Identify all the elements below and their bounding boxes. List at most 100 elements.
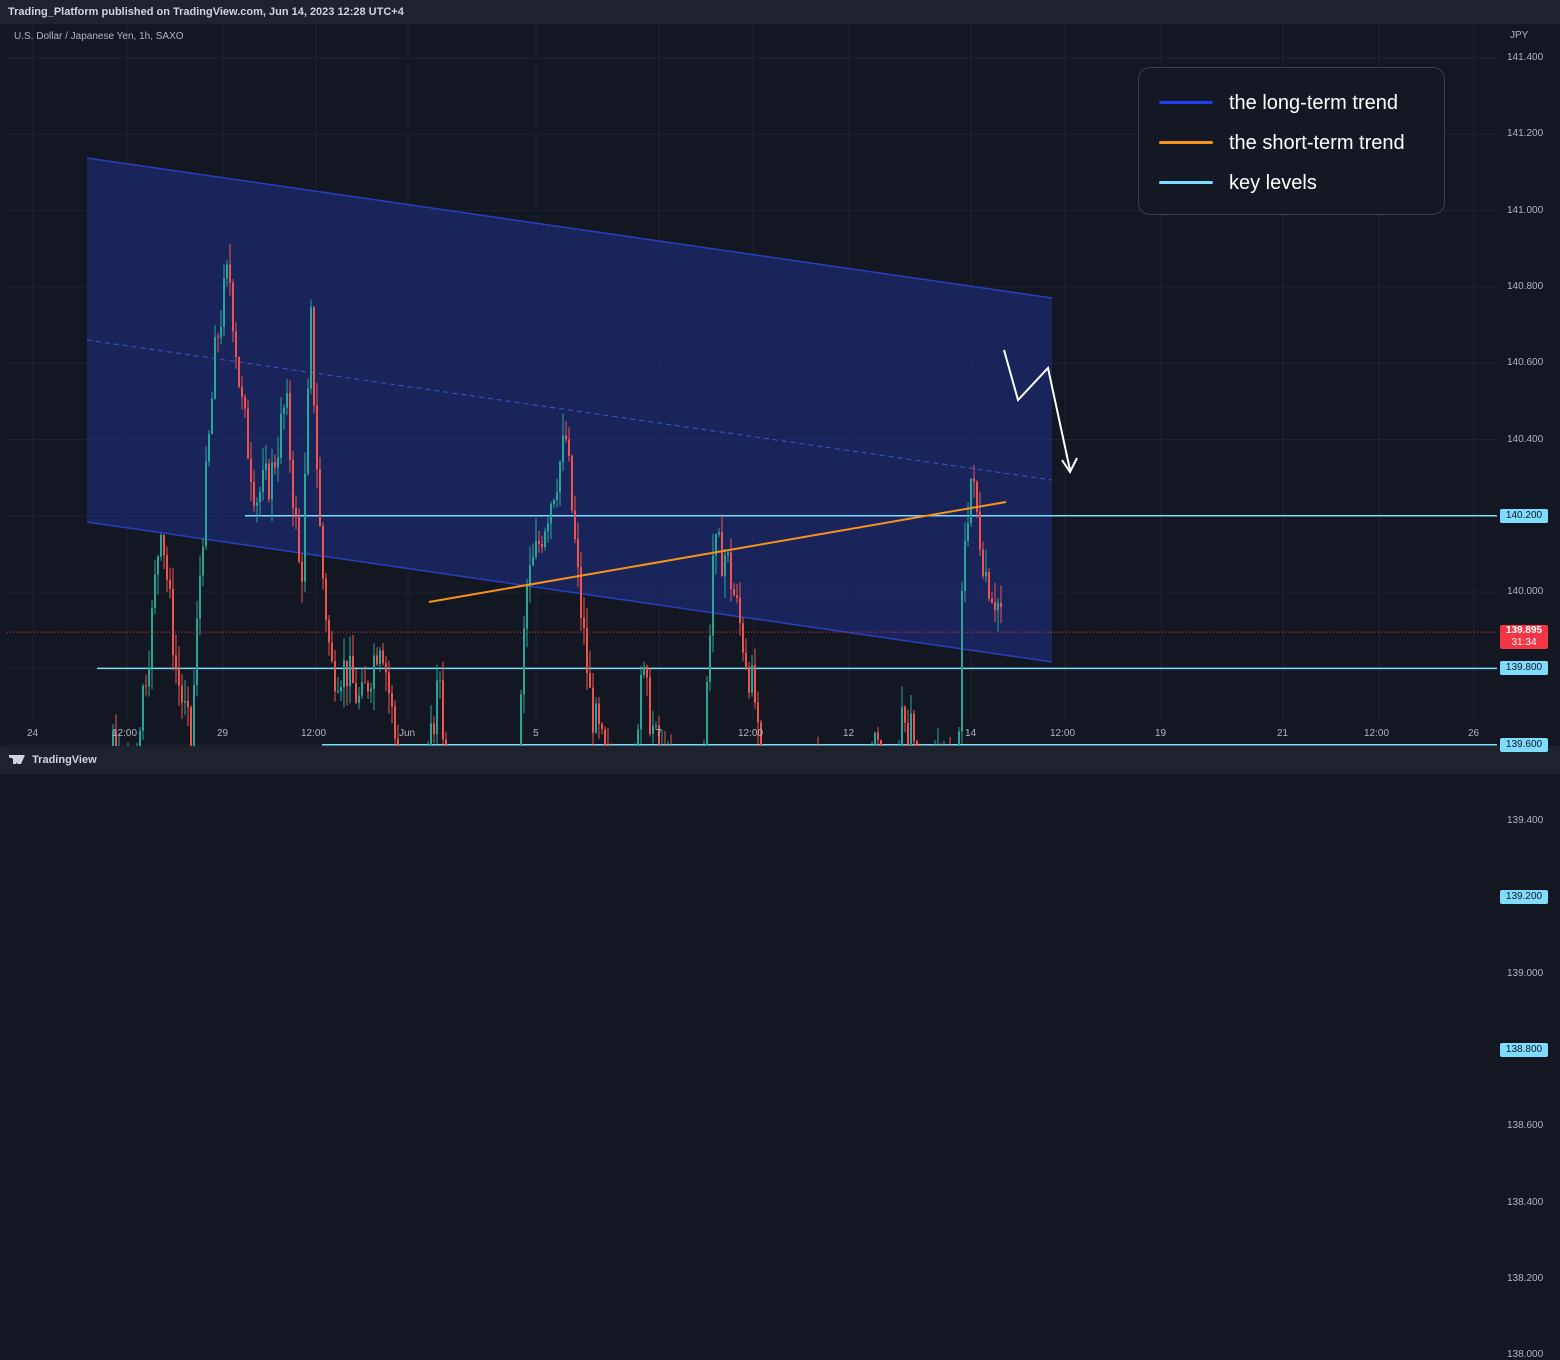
candle-body [190, 707, 192, 748]
channel-lower-line [86, 521, 1053, 663]
candle-body [439, 679, 441, 681]
candle-body [358, 695, 360, 703]
candle-body [352, 655, 354, 683]
key-levels-swatch [1159, 181, 1213, 184]
time-tick: 7 [656, 728, 662, 739]
candle-body [541, 543, 543, 548]
candle-body [604, 729, 606, 747]
candle-body [583, 617, 585, 629]
candle-body [385, 663, 387, 673]
candle-body [301, 561, 303, 582]
candle-body [277, 457, 279, 468]
candle-body [157, 556, 159, 575]
candle-body [967, 523, 969, 541]
publish-header: Trading_Platform published on TradingVie… [0, 0, 1560, 24]
candle-body [574, 510, 576, 539]
key-level-price-label: 139.200 [1500, 890, 1548, 905]
candle-body [589, 673, 591, 688]
time-tick: 24 [27, 728, 39, 739]
candle-body [283, 407, 285, 414]
price-tick: 141.400 [1507, 52, 1544, 63]
candle-body [235, 331, 237, 358]
candle-body [736, 595, 738, 598]
candle-body [154, 574, 156, 608]
candle-body [172, 588, 174, 656]
candle-body [223, 278, 225, 328]
candle-body [319, 469, 321, 526]
candle-body [877, 732, 879, 740]
candle-body [901, 706, 903, 754]
short-term-swatch [1159, 141, 1213, 144]
candle-body [748, 666, 750, 693]
footer-bar: TradingView [0, 746, 1560, 774]
time-tick: 12:00 [112, 728, 138, 739]
candle-body [655, 725, 657, 727]
candle-body [997, 602, 999, 611]
candle-body [985, 571, 987, 576]
candle-body [343, 660, 345, 688]
candle-body [310, 307, 312, 389]
candle-body [265, 463, 267, 471]
candle-body [592, 687, 594, 733]
publish-text: Trading_Platform published on TradingVie… [8, 6, 404, 18]
tradingview-logo[interactable]: TradingView [9, 754, 97, 766]
candle-body [1000, 602, 1002, 608]
candle-body [706, 681, 708, 759]
candle-body [364, 682, 366, 684]
candle-body [715, 534, 717, 556]
legend-label: the short-term trend [1229, 132, 1405, 154]
time-tick: 19 [1155, 728, 1167, 739]
price-tick: 139.400 [1507, 815, 1544, 826]
candle-body [316, 405, 318, 470]
time-tick: 21 [1277, 728, 1289, 739]
candle-body [976, 481, 978, 512]
candle-body [379, 650, 381, 665]
current-price-label: 139.895 31:34 [1500, 625, 1548, 650]
candle-body [355, 682, 357, 703]
candle-body [973, 478, 975, 482]
price-tick: 139.000 [1507, 967, 1544, 979]
candle-body [361, 682, 363, 696]
candle-body [268, 463, 270, 500]
candle-body [544, 531, 546, 548]
candle-body [169, 579, 171, 589]
candle-body [340, 687, 342, 692]
candle-body [325, 578, 327, 620]
candle-body [550, 504, 552, 524]
time-tick: Jun [399, 728, 416, 739]
candle-body [217, 337, 219, 339]
time-tick: 12 [843, 728, 855, 739]
candle-body [322, 525, 324, 579]
candle-body [184, 701, 186, 703]
candle-body [370, 688, 372, 692]
candle-body [394, 706, 396, 739]
projection-arrowhead [1061, 457, 1078, 474]
candle-body [349, 655, 351, 687]
candle-body [205, 461, 207, 547]
candle-body [292, 459, 294, 508]
price-tick: 138.200 [1507, 1272, 1544, 1284]
time-tick: 26 [1468, 728, 1480, 739]
channel-mid-line [86, 339, 1053, 481]
candle-body [232, 282, 234, 332]
candle-body [754, 665, 756, 703]
candle-body [367, 682, 369, 692]
candle-body [187, 701, 189, 708]
candle-body [598, 703, 600, 724]
candle-body [307, 388, 309, 474]
time-tick: 12:00 [301, 728, 327, 739]
candle-body [388, 672, 390, 694]
candle-body [298, 517, 300, 562]
candle-body [577, 538, 579, 568]
candle-body [733, 589, 735, 596]
currency-label: JPY [1510, 30, 1529, 41]
candle-body [568, 439, 570, 456]
candle-body [430, 723, 432, 759]
candle-body [559, 461, 561, 493]
candle-body [238, 357, 240, 387]
candle-body [175, 655, 177, 669]
price-tick: 138.000 [1507, 1349, 1544, 1360]
candle-body [244, 396, 246, 409]
candle-body [178, 668, 180, 686]
candle-body [181, 685, 183, 703]
